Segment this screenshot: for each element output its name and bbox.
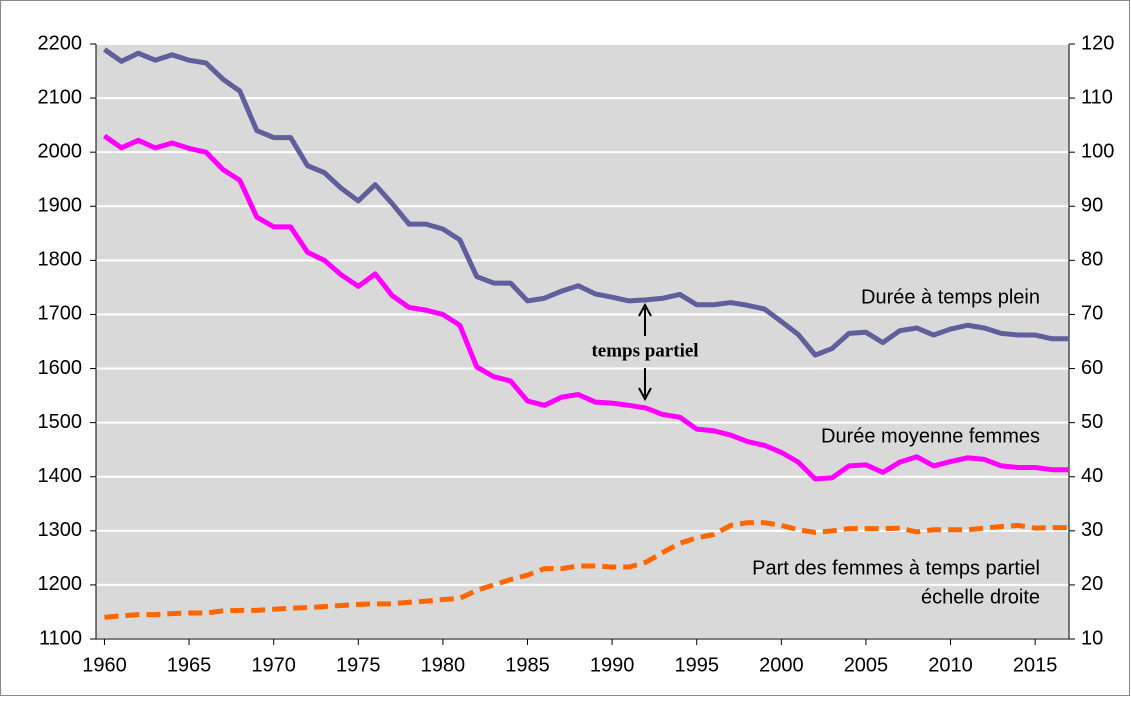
y-tick-label: 1900 xyxy=(38,195,83,217)
x-tick-label: 1980 xyxy=(421,654,466,676)
y2-tick-label: 100 xyxy=(1081,140,1114,162)
y2-tick-label: 110 xyxy=(1081,86,1113,108)
y2-tick-label: 80 xyxy=(1081,249,1103,271)
arrow xyxy=(638,302,652,336)
plot-area xyxy=(96,44,1069,639)
x-tick-label: 2010 xyxy=(928,654,973,676)
y2-tick-label: 40 xyxy=(1081,465,1103,487)
y2-tick-label: 120 xyxy=(1081,32,1114,54)
y-tick-label: 2200 xyxy=(38,32,83,54)
y-tick-label: 1400 xyxy=(38,465,83,487)
y-tick-label: 1200 xyxy=(38,573,83,595)
y-tick-label: 1600 xyxy=(38,357,83,379)
x-tick-label: 2005 xyxy=(844,654,889,676)
series-label: Part des femmes à temps partiel xyxy=(752,557,1040,579)
x-tick-label: 1985 xyxy=(505,654,550,676)
series-line xyxy=(103,47,1069,358)
x-tick-label: 2015 xyxy=(1013,654,1058,676)
y-tick-label: 1100 xyxy=(39,627,82,649)
y2-tick-label: 50 xyxy=(1081,411,1103,433)
arrow xyxy=(638,368,652,402)
y-tick-label: 1700 xyxy=(38,303,83,325)
y2-tick-label: 30 xyxy=(1081,519,1103,541)
y2-tick-label: 20 xyxy=(1081,573,1103,595)
x-tick-label: 1990 xyxy=(590,654,635,676)
y2-tick-label: 90 xyxy=(1081,195,1103,217)
x-tick-label: 1995 xyxy=(674,654,719,676)
series-line xyxy=(103,133,1069,482)
x-tick-label: 2000 xyxy=(759,654,804,676)
annotation: temps partiel xyxy=(591,340,698,361)
x-tick-label: 1975 xyxy=(336,654,381,676)
y-tick-label: 2100 xyxy=(38,86,83,108)
y2-tick-label: 60 xyxy=(1081,357,1103,379)
x-tick-label: 1970 xyxy=(251,654,296,676)
y-tick-label: 2000 xyxy=(38,140,83,162)
series-line xyxy=(104,520,1069,620)
annotation: échelle droite xyxy=(921,586,1040,608)
x-tick-label: 1965 xyxy=(167,654,212,676)
x-tick-label: 1960 xyxy=(82,654,127,676)
series-label: Durée moyenne femmes xyxy=(821,425,1040,447)
y2-tick-label: 10 xyxy=(1081,627,1103,649)
y-tick-label: 1300 xyxy=(38,519,83,541)
y-tick-label: 1500 xyxy=(38,411,83,433)
y-tick-label: 1800 xyxy=(38,249,83,271)
series-label: Durée à temps plein xyxy=(861,286,1040,308)
y2-tick-label: 70 xyxy=(1081,303,1103,325)
